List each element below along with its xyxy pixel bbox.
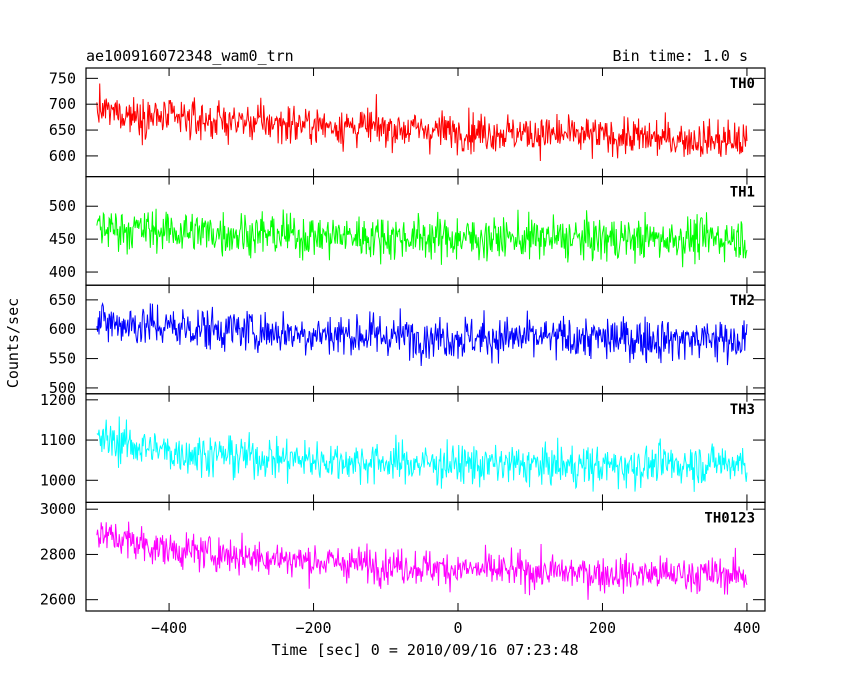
chart-title: ae100916072348_wam0_trn [86, 47, 294, 65]
y-tick-label: 2600 [40, 591, 76, 609]
panel-name: TH3 [730, 402, 755, 418]
panel-th3: 1000 1100 1200 TH3 [40, 391, 766, 503]
panel-th1: 400 450 500 TH1 [49, 176, 766, 286]
y-tick-label: 500 [49, 379, 76, 397]
y-tick-label: 3000 [40, 500, 76, 518]
y-tick-label: 1100 [40, 431, 76, 449]
x-tick-label: −200 [295, 619, 331, 637]
panel-frame [85, 501, 766, 612]
y-tick-label: 500 [49, 197, 76, 215]
y-tick-label: 600 [49, 147, 76, 165]
panel-th0: 600 650 700 750 TH0 [49, 67, 766, 178]
panel-name: TH2 [730, 293, 755, 309]
panel-frame [85, 67, 766, 178]
x-tick-label: 400 [733, 619, 760, 637]
y-tick-label: 2800 [40, 545, 76, 563]
panels-group: 600 650 700 750 TH0 400 450 500 TH1 500 550 600 650 T… [40, 67, 766, 612]
x-tick-label: 0 [453, 619, 462, 637]
y-axis-label: Counts/sec [4, 298, 22, 388]
y-tick-label: 750 [49, 69, 76, 87]
panel-name: TH0123 [704, 510, 755, 526]
y-tick-label: 450 [49, 230, 76, 248]
y-tick-label: 400 [49, 263, 76, 281]
x-tick-label: 200 [589, 619, 616, 637]
y-tick-label: 650 [49, 291, 76, 309]
series-th0123 [96, 521, 748, 600]
y-tick-label: 600 [49, 320, 76, 338]
y-tick-label: 1000 [40, 471, 76, 489]
panel-th2: 500 550 600 650 TH2 [49, 284, 766, 397]
x-tick-labels: −400 −200 0 200 400 [151, 619, 760, 637]
panel-name: TH1 [730, 185, 755, 201]
series-th3 [96, 416, 748, 492]
bin-time-label: Bin time: 1.0 s [613, 47, 748, 65]
series-th2 [96, 301, 748, 366]
x-tick-label: −400 [151, 619, 187, 637]
y-tick-label: 650 [49, 121, 76, 139]
panel-name: TH0 [730, 76, 755, 92]
series-th0 [96, 83, 748, 162]
panel-th0123: 2600 2800 3000 TH0123 [40, 500, 766, 612]
y-tick-label: 700 [49, 95, 76, 113]
y-tick-label: 550 [49, 350, 76, 368]
y-tick-label: 1200 [40, 391, 76, 409]
series-th1 [96, 208, 748, 268]
x-axis-label: Time [sec] 0 = 2010/09/16 07:23:48 [271, 641, 578, 659]
